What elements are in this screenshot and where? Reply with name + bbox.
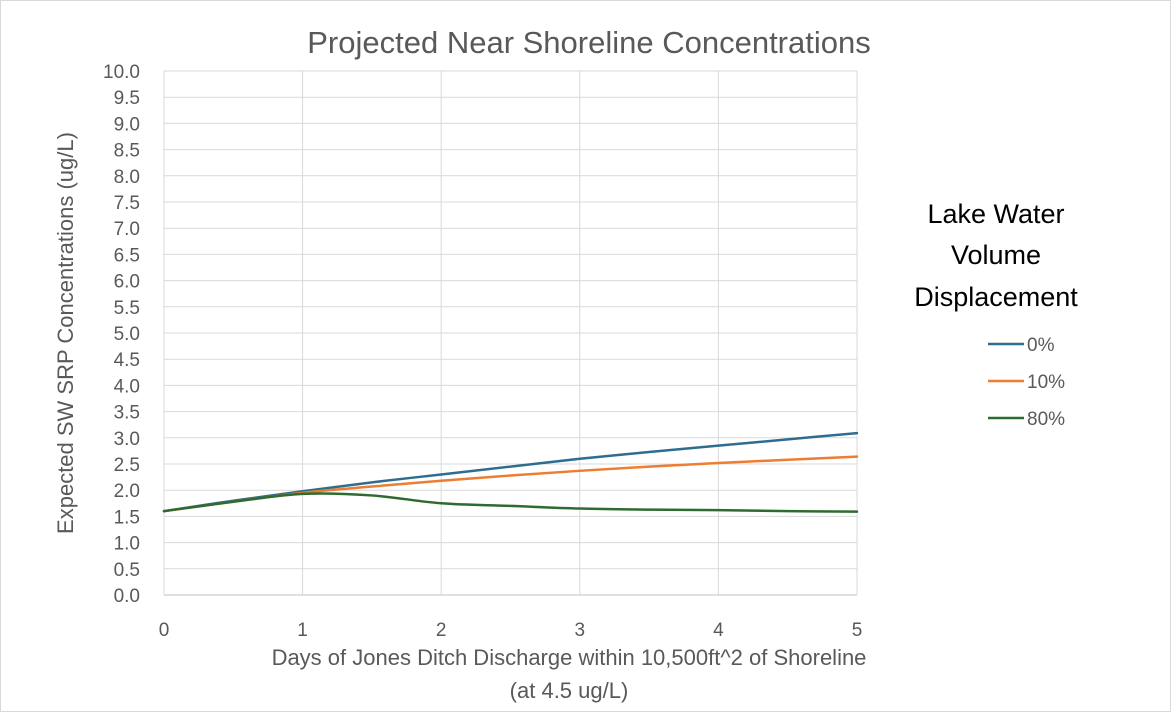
series-line-1	[162, 455, 859, 513]
y-tick-label: 1.0	[114, 534, 140, 555]
x-tick-label: 4	[713, 620, 724, 641]
y-tick-label: 8.0	[114, 167, 140, 188]
x-tick-label: 5	[852, 620, 863, 641]
y-tick-label: 1.5	[114, 507, 140, 528]
y-tick-label: 3.0	[114, 429, 140, 450]
series-lines	[162, 431, 859, 513]
x-tick-label: 0	[159, 620, 170, 641]
series-line-0	[162, 431, 859, 513]
gridlines	[163, 70, 858, 596]
x-axis-title-line-1: Days of Jones Ditch Discharge within 10,…	[272, 645, 867, 670]
y-tick-label: 3.5	[114, 403, 140, 424]
y-tick-label: 9.5	[114, 88, 140, 109]
y-tick-label: 2.0	[114, 481, 140, 502]
x-tick-label: 3	[575, 620, 586, 641]
y-tick-label: 0.0	[114, 586, 140, 607]
y-tick-label: 7.0	[114, 219, 140, 240]
y-tick-label: 6.0	[114, 272, 140, 293]
y-tick-label: 5.0	[114, 324, 140, 345]
x-tick-label: 1	[297, 620, 308, 641]
y-tick-label: 6.5	[114, 245, 140, 266]
y-tick-label: 7.5	[114, 193, 140, 214]
y-axis-title: Expected SW SRP Concentrations (ug/L)	[53, 132, 78, 534]
legend-title-line-2: Volume	[951, 240, 1041, 270]
legend: Lake Water Volume Displacement 0% 10% 80%	[914, 199, 1078, 430]
y-tick-label: 0.5	[114, 560, 140, 581]
y-axis-tick-labels: 0.0 0.5 1.0 1.5 2.0 2.5 3.0 3.5 4.0 4.5 5.0 5.5 6.0 6…	[103, 62, 140, 607]
y-tick-label: 10.0	[103, 62, 140, 83]
legend-label: 80%	[1027, 409, 1065, 430]
series-line-2	[162, 492, 859, 513]
legend-items: 0% 10% 80%	[988, 335, 1065, 430]
y-tick-label: 4.5	[114, 350, 140, 371]
legend-label: 0%	[1027, 335, 1055, 356]
x-axis-tick-labels: 0 1 2 3 4 5	[159, 620, 863, 641]
legend-title-line-1: Lake Water	[927, 199, 1064, 229]
y-tick-label: 2.5	[114, 455, 140, 476]
x-tick-label: 2	[436, 620, 447, 641]
y-tick-label: 5.5	[114, 298, 140, 319]
y-tick-label: 9.0	[114, 114, 140, 135]
legend-title-line-3: Displacement	[914, 282, 1078, 312]
x-axis-title-line-2: (at 4.5 ug/L)	[510, 678, 629, 703]
y-tick-label: 8.5	[114, 141, 140, 162]
legend-label: 10%	[1027, 372, 1065, 393]
y-tick-label: 4.0	[114, 376, 140, 397]
chart-title: Projected Near Shoreline Concentrations	[307, 25, 870, 60]
